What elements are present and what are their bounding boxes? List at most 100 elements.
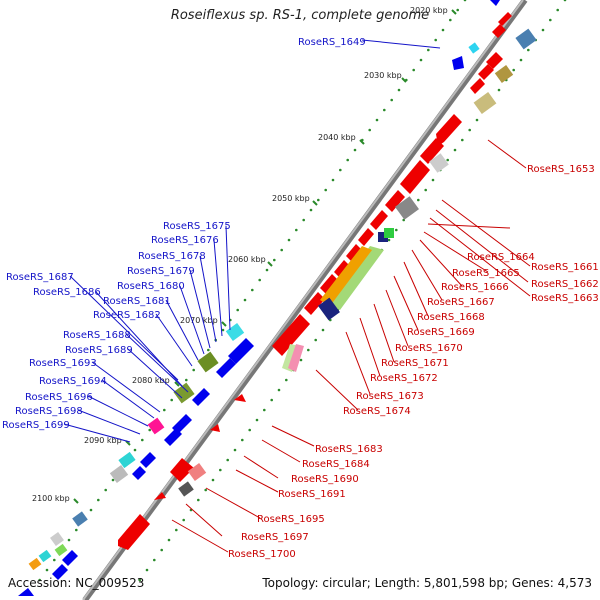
scale-dot [309, 208, 313, 212]
gene-label[interactable]: RoseRS_1665 [452, 268, 520, 279]
gene-label[interactable]: RoseRS_1673 [356, 391, 424, 402]
map-title: Roseiflexus sp. RS-1, complete genome [170, 8, 430, 23]
gene-label[interactable]: RoseRS_1694 [39, 376, 107, 387]
tick-label: 2080 kbp [132, 376, 170, 385]
scale-dot [519, 58, 523, 62]
scale-dot [192, 368, 195, 372]
gene-label[interactable]: RoseRS_1689 [65, 345, 133, 356]
feature-block [173, 382, 195, 404]
feature-block [72, 511, 88, 527]
gene-label[interactable]: RoseRS_1699 [2, 420, 70, 431]
scale-dot [346, 158, 350, 162]
gene-label[interactable]: RoseRS_1662 [531, 279, 599, 290]
feature-block [494, 65, 514, 83]
scale-dot [97, 498, 100, 502]
gene-label[interactable]: RoseRS_1667 [427, 297, 495, 308]
gene-label[interactable]: RoseRS_1671 [381, 358, 449, 369]
scale-dot [424, 188, 428, 192]
gene-label[interactable]: RoseRS_1693 [29, 358, 97, 369]
scale-dot [243, 298, 247, 302]
feature-block [38, 549, 52, 563]
gene-label[interactable]: RoseRS_1663 [531, 293, 599, 304]
gene-label[interactable]: RoseRS_1687 [6, 272, 74, 283]
scale-dot [45, 568, 49, 572]
gene-label[interactable]: RoseRS_1653 [527, 164, 595, 175]
scale-dot [211, 478, 215, 482]
gene-label[interactable]: RoseRS_1680 [117, 281, 185, 292]
gene-label[interactable]: RoseRS_1649 [298, 37, 366, 48]
gene-label[interactable]: RoseRS_1686 [33, 287, 101, 298]
gene-label[interactable]: RoseRS_1674 [343, 406, 411, 417]
gene-label[interactable]: RoseRS_1679 [127, 266, 195, 277]
gene-label[interactable]: RoseRS_1695 [257, 514, 325, 525]
gene-label[interactable]: RoseRS_1698 [15, 406, 83, 417]
gene-label[interactable]: RoseRS_1669 [407, 327, 475, 338]
accession-text: Accession: NC_009523 [8, 576, 145, 590]
gene-arrow [62, 550, 78, 566]
gene-arrow [154, 492, 166, 500]
reverse-strand-features [118, 12, 512, 550]
gene-label[interactable]: RoseRS_1684 [302, 459, 370, 470]
gene-arrow [164, 428, 182, 446]
feature-block [378, 232, 388, 242]
scale-dot [390, 98, 394, 102]
scale-dot [339, 168, 342, 172]
gene-label[interactable]: RoseRS_1676 [151, 235, 219, 246]
scale-dot [104, 488, 107, 492]
gene-arrow [52, 564, 68, 580]
scale-dot [324, 188, 328, 192]
scale-dot [182, 518, 185, 522]
scale-dot [273, 258, 276, 262]
scale-dot [236, 308, 239, 312]
gene-label[interactable]: RoseRS_1668 [417, 312, 485, 323]
gene-arrow [118, 514, 150, 550]
gene-label[interactable]: RoseRS_1688 [63, 330, 131, 341]
scale-dot [160, 548, 163, 552]
scale-dot [133, 448, 137, 452]
gene-label[interactable]: RoseRS_1697 [241, 532, 309, 543]
gene-label[interactable]: RoseRS_1661 [531, 262, 599, 273]
gene-label[interactable]: RoseRS_1670 [395, 343, 463, 354]
scale-dot [111, 478, 115, 482]
scale-dot [314, 338, 318, 342]
feature-block [28, 557, 42, 571]
gene-arrow [420, 138, 444, 164]
gene-label[interactable]: RoseRS_1672 [370, 373, 438, 384]
tick-label: 2060 kbp [228, 255, 266, 264]
scale-dot [431, 178, 435, 182]
scale-dot [89, 508, 93, 512]
gene-arrow [334, 260, 350, 278]
gene-label[interactable]: RoseRS_1690 [291, 474, 359, 485]
scale-dot [153, 558, 156, 562]
gene-arrow [490, 0, 500, 6]
gene-label[interactable]: RoseRS_1681 [103, 296, 171, 307]
scale-dot [141, 438, 144, 442]
scale-dot [197, 498, 200, 502]
feature-stripe [326, 246, 384, 310]
feature-block [50, 532, 64, 546]
gene-label[interactable]: RoseRS_1664 [467, 252, 535, 263]
feature-block [473, 92, 497, 114]
gene-label[interactable]: RoseRS_1696 [25, 392, 93, 403]
gene-label[interactable]: RoseRS_1675 [163, 221, 231, 232]
gene-label[interactable]: RoseRS_1682 [93, 310, 161, 321]
scale-dot [75, 528, 78, 532]
feature-block [318, 297, 340, 321]
scale-dot [468, 128, 472, 132]
forward-strand-features [18, 0, 500, 596]
gene-label[interactable]: RoseRS_1700 [228, 549, 296, 560]
scale-dot [167, 538, 171, 542]
scale-dot [38, 578, 41, 582]
gene-label[interactable]: RoseRS_1678 [138, 251, 206, 262]
scale-dot [427, 48, 430, 52]
gene-label[interactable]: RoseRS_1683 [315, 444, 383, 455]
scale-dot [353, 148, 357, 152]
scale-dot [497, 88, 501, 92]
feature-block [515, 28, 537, 50]
gene-arrow [358, 228, 374, 246]
scale-dot [207, 348, 210, 352]
gene-label[interactable]: RoseRS_1666 [441, 282, 509, 293]
scale-dot [255, 418, 259, 422]
gene-label[interactable]: RoseRS_1691 [278, 489, 346, 500]
backbone-highlight [82, 0, 524, 600]
